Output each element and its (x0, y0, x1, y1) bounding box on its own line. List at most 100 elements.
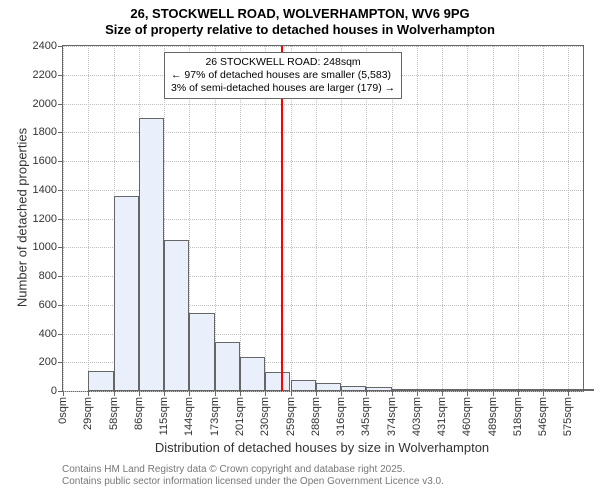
histogram-bar (291, 380, 316, 392)
ytick-label: 1600 (33, 155, 63, 167)
histogram-bar (568, 389, 593, 391)
xtick-mark (189, 391, 190, 396)
xtick-label: 345sqm (360, 397, 372, 436)
histogram-bar (493, 389, 518, 391)
gridline-v (442, 46, 443, 391)
footnote-line-1: Contains HM Land Registry data © Crown c… (62, 464, 444, 476)
ytick-label: 1200 (33, 213, 63, 225)
xtick-mark (366, 391, 367, 396)
xtick-mark (467, 391, 468, 396)
xtick-mark (341, 391, 342, 396)
xtick-mark (88, 391, 89, 396)
x-axis-label: Distribution of detached houses by size … (62, 440, 582, 455)
histogram-bar (543, 389, 568, 391)
annotation-line-2: ← 97% of detached houses are smaller (5,… (171, 69, 395, 82)
gridline-v (493, 46, 494, 391)
xtick-label: 173sqm (209, 397, 221, 436)
xtick-label: 489sqm (487, 397, 499, 436)
annotation-line-1: 26 STOCKWELL ROAD: 248sqm (171, 56, 395, 69)
xtick-mark (215, 391, 216, 396)
xtick-mark (568, 391, 569, 396)
ytick-label: 1800 (33, 126, 63, 138)
histogram-bar (341, 386, 366, 391)
ytick-label: 1000 (33, 241, 63, 253)
histogram-bar (392, 389, 417, 391)
ytick-label: 200 (39, 356, 63, 368)
xtick-label: 0sqm (57, 397, 69, 424)
xtick-label: 230sqm (259, 397, 271, 436)
histogram-bar (265, 372, 290, 391)
y-axis-label: Number of detached properties (15, 118, 30, 318)
gridline-v (88, 46, 89, 391)
annotation-line-3: 3% of semi-detached houses are larger (1… (171, 82, 395, 95)
xtick-label: 431sqm (436, 397, 448, 436)
xtick-mark (265, 391, 266, 396)
ytick-label: 600 (39, 299, 63, 311)
ytick-label: 2400 (33, 40, 63, 52)
gridline-v (63, 46, 64, 391)
xtick-mark (114, 391, 115, 396)
xtick-mark (493, 391, 494, 396)
xtick-label: 201sqm (234, 397, 246, 436)
xtick-mark (139, 391, 140, 396)
xtick-label: 288sqm (310, 397, 322, 436)
gridline-v (568, 46, 569, 391)
footnote: Contains HM Land Registry data © Crown c… (62, 464, 444, 488)
histogram-bar (442, 389, 467, 391)
gridline-v (543, 46, 544, 391)
histogram-bar (114, 196, 139, 392)
gridline-v (417, 46, 418, 391)
xtick-mark (316, 391, 317, 396)
xtick-label: 546sqm (537, 397, 549, 436)
xtick-mark (518, 391, 519, 396)
xtick-mark (417, 391, 418, 396)
ytick-label: 1400 (33, 184, 63, 196)
histogram-bar (164, 240, 189, 391)
footnote-line-2: Contains public sector information licen… (62, 476, 444, 488)
histogram-bar (467, 389, 492, 391)
xtick-mark (543, 391, 544, 396)
xtick-label: 460sqm (461, 397, 473, 436)
gridline-v (518, 46, 519, 391)
xtick-label: 575sqm (562, 397, 574, 436)
histogram-bar (88, 371, 113, 391)
histogram-bar (139, 118, 164, 391)
ytick-label: 0 (51, 385, 63, 397)
histogram-bar (189, 313, 214, 391)
gridline-h (63, 46, 583, 47)
xtick-label: 115sqm (158, 397, 170, 435)
histogram-bar (215, 342, 240, 391)
xtick-label: 518sqm (512, 397, 524, 436)
xtick-label: 374sqm (386, 397, 398, 436)
histogram-bar (316, 383, 341, 391)
chart-title-2: Size of property relative to detached ho… (0, 22, 600, 38)
ytick-label: 2200 (33, 69, 63, 81)
histogram-bar (366, 387, 391, 391)
gridline-h (63, 104, 583, 105)
chart-title-1: 26, STOCKWELL ROAD, WOLVERHAMPTON, WV6 9… (0, 0, 600, 22)
ytick-label: 400 (39, 328, 63, 340)
histogram-bar (518, 389, 543, 391)
xtick-mark (164, 391, 165, 396)
xtick-label: 58sqm (108, 397, 120, 430)
xtick-mark (63, 391, 64, 396)
plot-area: 0200400600800100012001400160018002000220… (62, 45, 584, 392)
xtick-mark (442, 391, 443, 396)
chart-container: 26, STOCKWELL ROAD, WOLVERHAMPTON, WV6 9… (0, 0, 600, 500)
xtick-label: 316sqm (335, 397, 347, 436)
xtick-mark (392, 391, 393, 396)
annotation-box: 26 STOCKWELL ROAD: 248sqm← 97% of detach… (164, 52, 402, 99)
gridline-v (467, 46, 468, 391)
ytick-label: 2000 (33, 98, 63, 110)
xtick-label: 403sqm (411, 397, 423, 436)
gridline-h (63, 391, 583, 392)
histogram-bar (240, 357, 265, 392)
histogram-bar (417, 389, 442, 391)
xtick-label: 144sqm (183, 397, 195, 436)
xtick-mark (291, 391, 292, 396)
xtick-label: 86sqm (133, 397, 145, 430)
xtick-label: 259sqm (285, 397, 297, 436)
ytick-label: 800 (39, 270, 63, 282)
xtick-mark (240, 391, 241, 396)
xtick-label: 29sqm (82, 397, 94, 430)
